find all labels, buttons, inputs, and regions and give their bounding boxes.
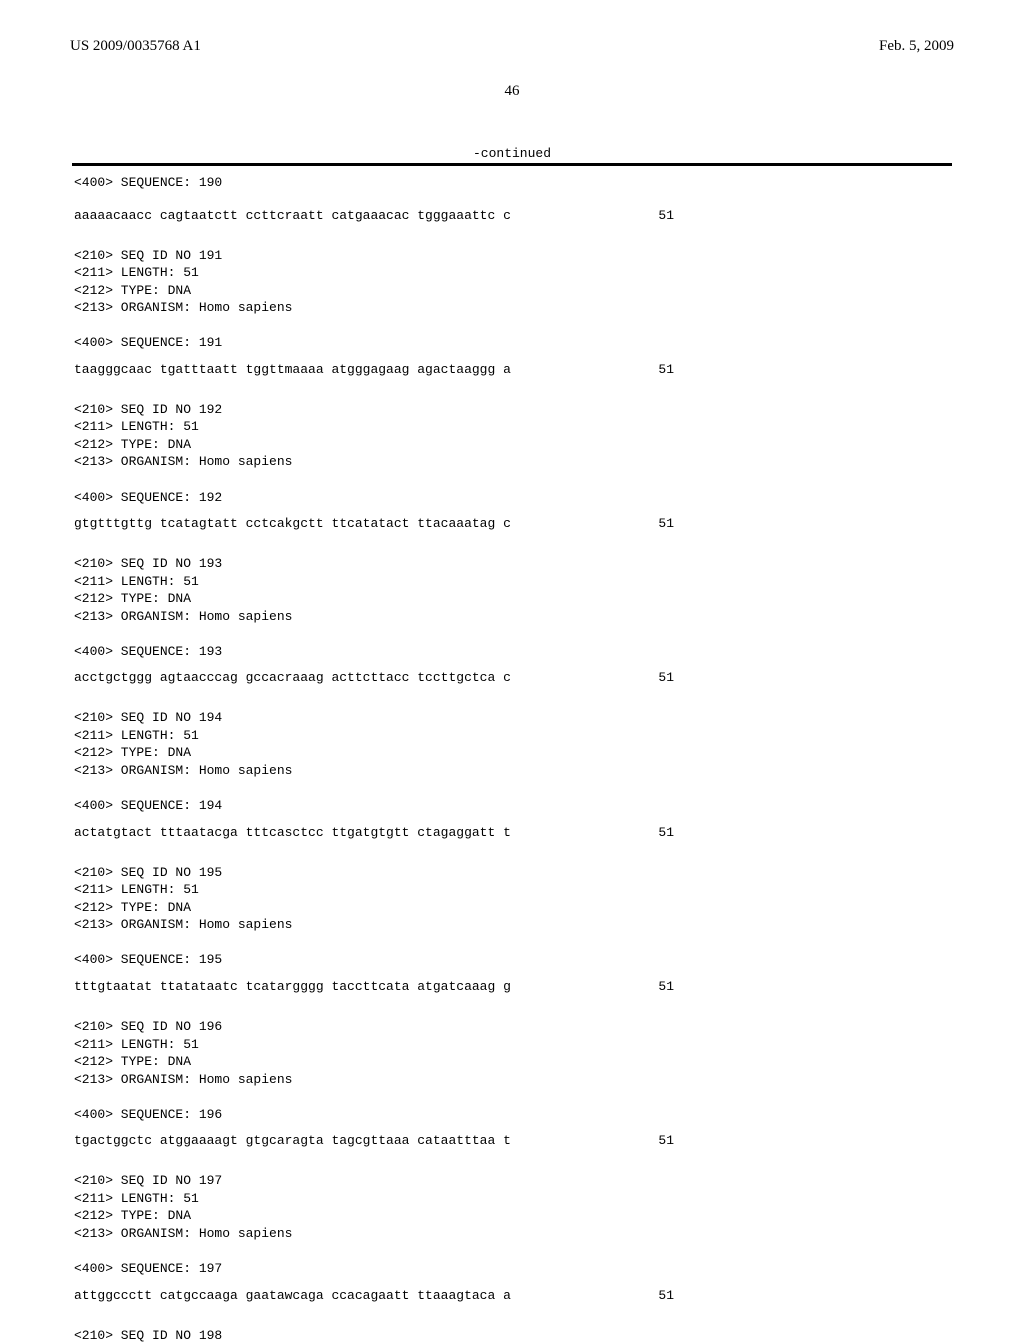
sequence-meta: <210> SEQ ID NO 192 <211> LENGTH: 51 <21… xyxy=(74,401,954,506)
sequence-text: actatgtact tttaatacga tttcasctcc ttgatgt… xyxy=(74,825,511,840)
sequence-line: tttgtaatat ttatataatc tcatargggg taccttc… xyxy=(74,979,954,994)
sequence-line: aaaaacaacc cagtaatctt ccttcraatt catgaaa… xyxy=(74,208,954,223)
sequence-text: attggccctt catgccaaga gaatawcaga ccacaga… xyxy=(74,1288,511,1303)
page-header: US 2009/0035768 A1 Feb. 5, 2009 xyxy=(70,38,954,55)
rule-thin xyxy=(72,165,952,166)
sequence-text: acctgctggg agtaacccag gccacraaag acttctt… xyxy=(74,670,511,685)
sequence-text: gtgtttgttg tcatagtatt cctcakgctt ttcatat… xyxy=(74,516,511,531)
sequence-line: acctgctggg agtaacccag gccacraaag acttctt… xyxy=(74,670,954,685)
sequence-length: 51 xyxy=(658,1133,954,1148)
sequence-length: 51 xyxy=(658,825,954,840)
sequence-text: aaaaacaacc cagtaatctt ccttcraatt catgaaa… xyxy=(74,208,511,223)
sequence-line: attggccctt catgccaaga gaatawcaga ccacaga… xyxy=(74,1288,954,1303)
page-number: 46 xyxy=(70,83,954,100)
sequence-meta: <400> SEQUENCE: 190 xyxy=(74,174,954,192)
publication-number: US 2009/0035768 A1 xyxy=(70,38,201,55)
sequence-length: 51 xyxy=(658,979,954,994)
sequence-length: 51 xyxy=(658,516,954,531)
sequence-length: 51 xyxy=(658,670,954,685)
sequence-line: tgactggctc atggaaaagt gtgcaragta tagcgtt… xyxy=(74,1133,954,1148)
sequence-length: 51 xyxy=(658,362,954,377)
sequence-meta: <210> SEQ ID NO 193 <211> LENGTH: 51 <21… xyxy=(74,555,954,660)
sequence-meta: <210> SEQ ID NO 195 <211> LENGTH: 51 <21… xyxy=(74,864,954,969)
sequence-meta: <210> SEQ ID NO 191 <211> LENGTH: 51 <21… xyxy=(74,247,954,352)
sequence-line: taagggcaac tgatttaatt tggttmaaaa atgggag… xyxy=(74,362,954,377)
sequence-meta: <210> SEQ ID NO 197 <211> LENGTH: 51 <21… xyxy=(74,1172,954,1277)
sequence-listing: <400> SEQUENCE: 190 aaaaacaacc cagtaatctt… xyxy=(70,174,954,1344)
publication-date: Feb. 5, 2009 xyxy=(879,38,954,55)
sequence-line: actatgtact tttaatacga tttcasctcc ttgatgt… xyxy=(74,825,954,840)
sequence-text: taagggcaac tgatttaatt tggttmaaaa atgggag… xyxy=(74,362,511,377)
sequence-meta: <210> SEQ ID NO 198 xyxy=(74,1327,954,1344)
sequence-meta: <210> SEQ ID NO 196 <211> LENGTH: 51 <21… xyxy=(74,1018,954,1123)
sequence-meta: <210> SEQ ID NO 194 <211> LENGTH: 51 <21… xyxy=(74,709,954,814)
sequence-text: tgactggctc atggaaaagt gtgcaragta tagcgtt… xyxy=(74,1133,511,1148)
sequence-length: 51 xyxy=(658,1288,954,1303)
continued-label: -continued xyxy=(70,146,954,161)
sequence-text: tttgtaatat ttatataatc tcatargggg taccttc… xyxy=(74,979,511,994)
sequence-length: 51 xyxy=(658,208,954,223)
sequence-line: gtgtttgttg tcatagtatt cctcakgctt ttcatat… xyxy=(74,516,954,531)
